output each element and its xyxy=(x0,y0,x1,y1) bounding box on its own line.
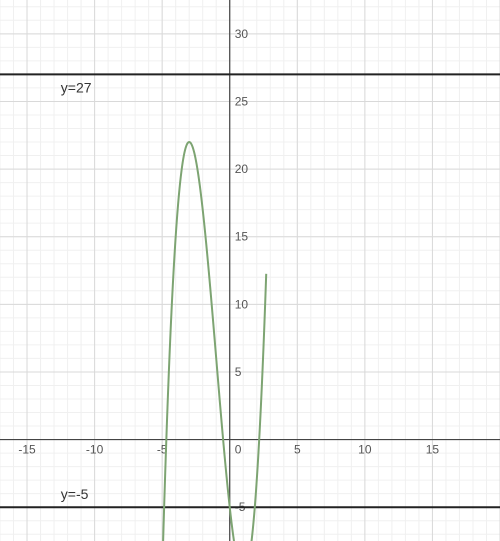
y-tick-label: 25 xyxy=(235,94,249,108)
x-tick-label: -10 xyxy=(86,443,104,457)
origin-label: 0 xyxy=(235,443,242,457)
x-tick-label: 15 xyxy=(426,443,440,457)
y-tick-label: 5 xyxy=(235,365,242,379)
hline-label: y=27 xyxy=(61,79,92,95)
y-tick-label: 30 xyxy=(235,27,249,41)
y-tick-label: 20 xyxy=(235,162,249,176)
x-tick-label: 5 xyxy=(294,443,301,457)
x-tick-label: 10 xyxy=(358,443,372,457)
hline-label: y=-5 xyxy=(61,486,89,502)
y-tick-label: 15 xyxy=(235,230,249,244)
function-plot: -15-10-551015-5510152025300y=27y=-5 xyxy=(0,0,500,541)
x-tick-label: -15 xyxy=(18,443,36,457)
chart-svg: -15-10-551015-5510152025300y=27y=-5 xyxy=(0,0,500,541)
y-tick-label: 10 xyxy=(235,297,249,311)
